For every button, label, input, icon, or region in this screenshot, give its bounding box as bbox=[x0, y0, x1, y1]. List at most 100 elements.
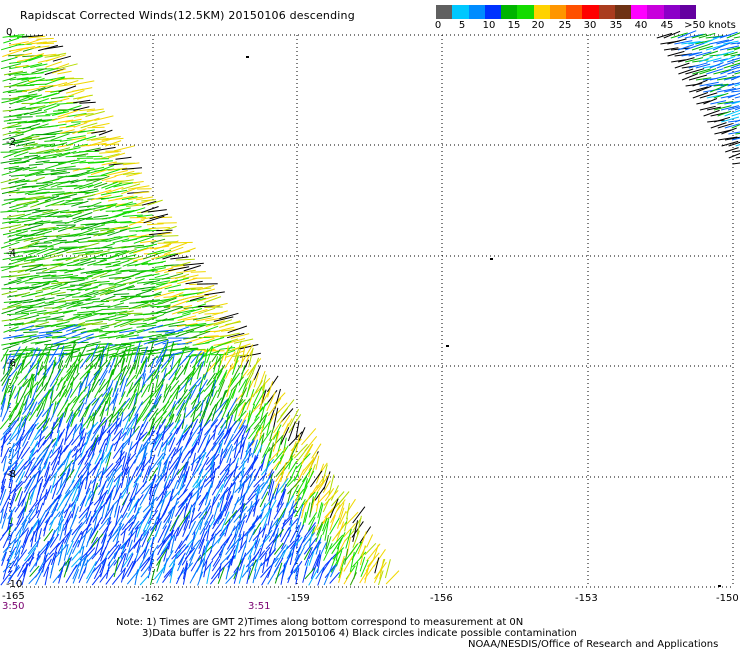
wind-vector bbox=[21, 518, 31, 536]
wind-vector bbox=[219, 463, 230, 476]
wind-vector bbox=[87, 181, 103, 188]
wind-vector bbox=[115, 451, 126, 464]
wind-vector bbox=[107, 302, 125, 309]
wind-vector bbox=[122, 552, 134, 568]
wind-vector bbox=[44, 139, 62, 142]
wind-vector bbox=[143, 441, 149, 459]
wind-vector bbox=[274, 542, 284, 555]
wind-vector bbox=[10, 96, 30, 105]
wind-vector bbox=[24, 281, 40, 284]
wind-vector bbox=[302, 478, 308, 495]
wind-vector bbox=[732, 162, 740, 165]
wind-vector bbox=[119, 375, 126, 392]
wind-vector bbox=[78, 178, 100, 182]
wind-vector bbox=[99, 269, 120, 273]
contamination-mark bbox=[718, 585, 721, 587]
wind-vector bbox=[99, 204, 117, 211]
wind-vector bbox=[314, 486, 325, 501]
wind-vector bbox=[79, 291, 95, 297]
wind-vector bbox=[2, 49, 23, 58]
wind-vector bbox=[44, 68, 65, 76]
wind-vector bbox=[142, 423, 156, 442]
wind-vector bbox=[63, 503, 71, 519]
wind-vector bbox=[262, 512, 270, 530]
wind-vector bbox=[696, 100, 711, 105]
wind-vector bbox=[128, 302, 149, 310]
wind-vector bbox=[105, 237, 123, 243]
wind-vector bbox=[104, 140, 122, 147]
wind-vector bbox=[14, 151, 29, 158]
wind-vector bbox=[43, 279, 58, 286]
wind-vector bbox=[16, 190, 37, 194]
wind-vector bbox=[183, 356, 191, 375]
wind-vector bbox=[87, 259, 108, 266]
wind-vector bbox=[42, 289, 61, 296]
wind-vector bbox=[199, 402, 208, 424]
wind-vector bbox=[0, 384, 10, 405]
wind-vector bbox=[50, 421, 55, 440]
wind-vector bbox=[9, 449, 15, 471]
wind-vector bbox=[182, 274, 199, 279]
wind-vector bbox=[260, 430, 272, 445]
wind-vector bbox=[107, 491, 113, 511]
wind-vector bbox=[321, 464, 328, 484]
wind-vector bbox=[30, 53, 45, 58]
wind-vector bbox=[35, 493, 43, 514]
wind-vector bbox=[17, 255, 37, 261]
wind-vector bbox=[87, 253, 108, 260]
wind-vector bbox=[24, 54, 43, 62]
wind-vector bbox=[21, 126, 39, 134]
wind-vector bbox=[253, 495, 259, 517]
wind-vector bbox=[125, 539, 133, 561]
wind-vector bbox=[84, 353, 101, 370]
wind-vector bbox=[710, 122, 727, 129]
wind-vector bbox=[211, 432, 225, 452]
wind-vector bbox=[35, 191, 50, 194]
wind-vector bbox=[112, 442, 125, 459]
wind-vector bbox=[684, 33, 704, 39]
wind-vector bbox=[121, 377, 128, 398]
wind-vector bbox=[0, 485, 5, 500]
wind-vector bbox=[273, 502, 285, 520]
wind-vector bbox=[176, 261, 191, 267]
wind-vector bbox=[29, 489, 35, 506]
wind-vector bbox=[294, 564, 299, 580]
wind-vector bbox=[248, 528, 256, 543]
wind-vector bbox=[29, 301, 46, 308]
wind-vector bbox=[251, 511, 264, 526]
wind-vector bbox=[44, 301, 67, 304]
wind-vector bbox=[735, 156, 740, 159]
wind-vector bbox=[150, 530, 159, 548]
wind-vector bbox=[0, 159, 22, 164]
wind-vector bbox=[63, 90, 85, 99]
wind-vector bbox=[192, 294, 209, 298]
wind-vector bbox=[720, 55, 736, 63]
wind-vector bbox=[325, 534, 329, 550]
wind-vector bbox=[323, 565, 333, 586]
wind-vector bbox=[78, 287, 98, 291]
wind-vector bbox=[203, 412, 213, 427]
wind-vector bbox=[192, 309, 208, 315]
wind-vector bbox=[36, 143, 55, 148]
wind-vector bbox=[72, 153, 89, 157]
wind-vector bbox=[724, 87, 740, 93]
wind-vector bbox=[266, 375, 279, 393]
wind-vector bbox=[189, 442, 198, 459]
wind-vector bbox=[98, 413, 113, 429]
wind-vector bbox=[280, 423, 289, 440]
wind-vector bbox=[22, 240, 40, 248]
wind-vector bbox=[317, 554, 322, 574]
wind-vector bbox=[105, 182, 123, 190]
wind-vector bbox=[98, 438, 107, 453]
wind-vector bbox=[14, 325, 34, 332]
wind-vector bbox=[185, 322, 207, 327]
wind-vector bbox=[126, 244, 145, 248]
wind-vector bbox=[150, 568, 156, 586]
wind-vector bbox=[198, 530, 208, 549]
wind-vector bbox=[171, 480, 179, 495]
wind-vector bbox=[120, 234, 137, 238]
wind-vector bbox=[14, 52, 33, 58]
wind-vector bbox=[667, 38, 687, 45]
wind-vector bbox=[720, 105, 740, 111]
wind-vector bbox=[113, 295, 131, 302]
